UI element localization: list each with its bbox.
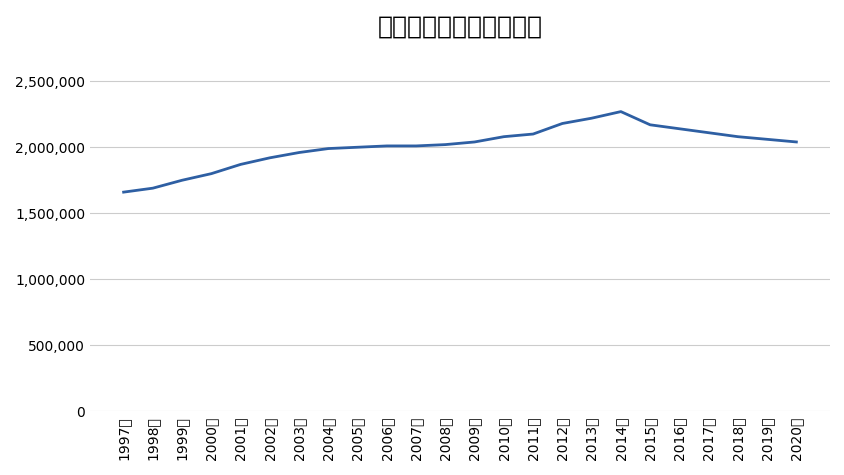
Title: 保育所在籍人員数【人】: 保育所在籍人員数【人】 [377,15,542,39]
